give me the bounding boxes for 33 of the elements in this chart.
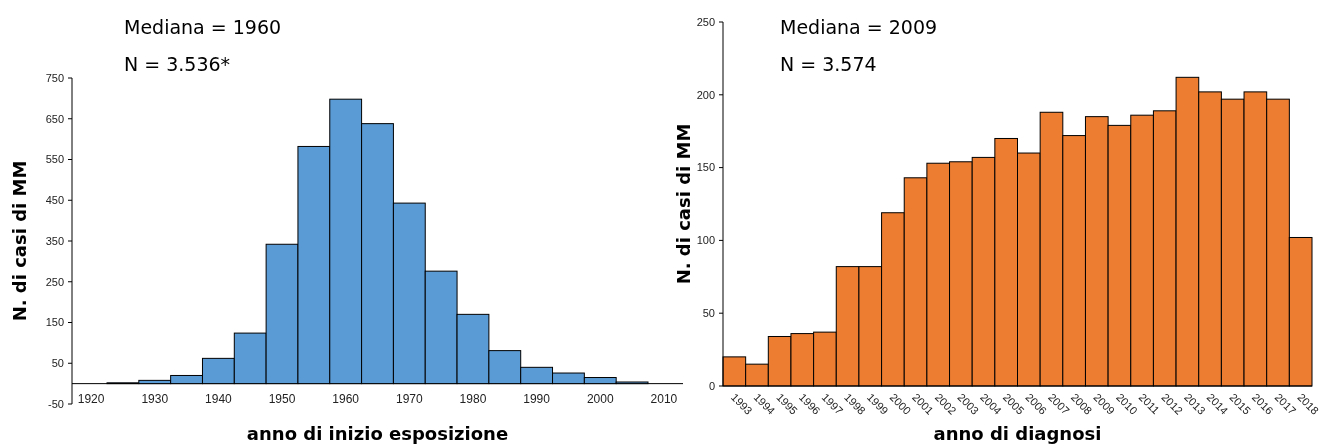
y-tick-label: 0 (708, 379, 715, 392)
y-tick-label: 350 (45, 234, 64, 247)
x-tick-label: 1920 (77, 392, 105, 406)
annotation: N = 3.574 (780, 53, 877, 75)
x-tick-label: 1980 (459, 392, 487, 406)
y-tick-label: 750 (45, 71, 64, 84)
y-tick-label: 450 (45, 194, 64, 207)
y-tick-label: 250 (696, 15, 715, 28)
x-tick-label: 1970 (395, 392, 423, 406)
y-tick-label: 100 (696, 234, 715, 247)
y-tick-label: 200 (696, 88, 715, 101)
y-tick-label: 150 (45, 316, 64, 329)
x-axis-title: anno di diagnosi (933, 423, 1102, 444)
y-tick-label: 250 (45, 275, 64, 288)
x-tick-label: 1950 (268, 392, 296, 406)
x-axis-title: anno di inizio esposizione (246, 423, 509, 444)
annotation: Mediana = 2009 (780, 16, 938, 38)
y-tick-label: 650 (45, 112, 64, 125)
text: Mediana = 1960 (124, 16, 282, 38)
text: N = 3.536* (124, 53, 231, 75)
x-tick-label: 1990 (523, 392, 551, 406)
y-tick-label: 550 (45, 153, 64, 166)
x-tick-label: 2010 (650, 392, 678, 406)
y-axis-title: N. di casi di MM (9, 160, 31, 322)
y-tick-label: 50 (702, 307, 715, 320)
y-tick-label: 150 (696, 161, 715, 174)
x-tick-label: 1960 (332, 392, 360, 406)
y-tick-label: -50 (48, 397, 64, 410)
y-axis-title: N. di casi di MM (673, 123, 695, 285)
y-tick-label: 50 (51, 357, 64, 370)
x-tick-label: 1940 (205, 392, 233, 406)
x-tick-label: 1930 (141, 392, 169, 406)
x-tick-label: 2000 (586, 392, 614, 406)
